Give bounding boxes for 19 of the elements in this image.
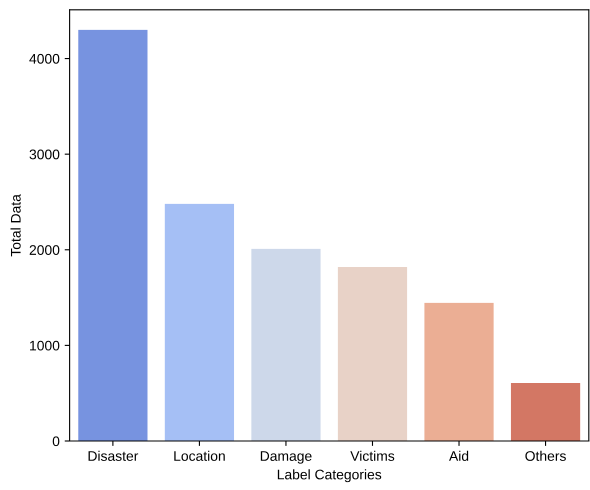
x-tick-label: Others — [525, 450, 566, 461]
bar — [164, 204, 234, 441]
y-axis-title: Total Data — [10, 194, 21, 256]
bar — [510, 382, 580, 441]
x-tick-label: Disaster — [88, 450, 138, 461]
y-tick-label: 0 — [52, 436, 60, 446]
y-tick-label: 2000 — [30, 245, 60, 255]
bar — [424, 302, 494, 441]
x-tick-label: Aid — [449, 450, 468, 461]
y-tick-label: 1000 — [30, 340, 60, 351]
x-axis-title: Label Categories — [278, 469, 382, 482]
bar — [338, 266, 408, 441]
bar — [78, 30, 148, 441]
x-tick-label: Victims — [350, 450, 394, 461]
y-tick-label: 3000 — [30, 150, 60, 160]
x-tick-label: Location — [174, 450, 225, 461]
x-tick-label: Damage — [260, 451, 312, 464]
y-tick-label: 4000 — [29, 54, 60, 64]
bar — [251, 248, 321, 441]
